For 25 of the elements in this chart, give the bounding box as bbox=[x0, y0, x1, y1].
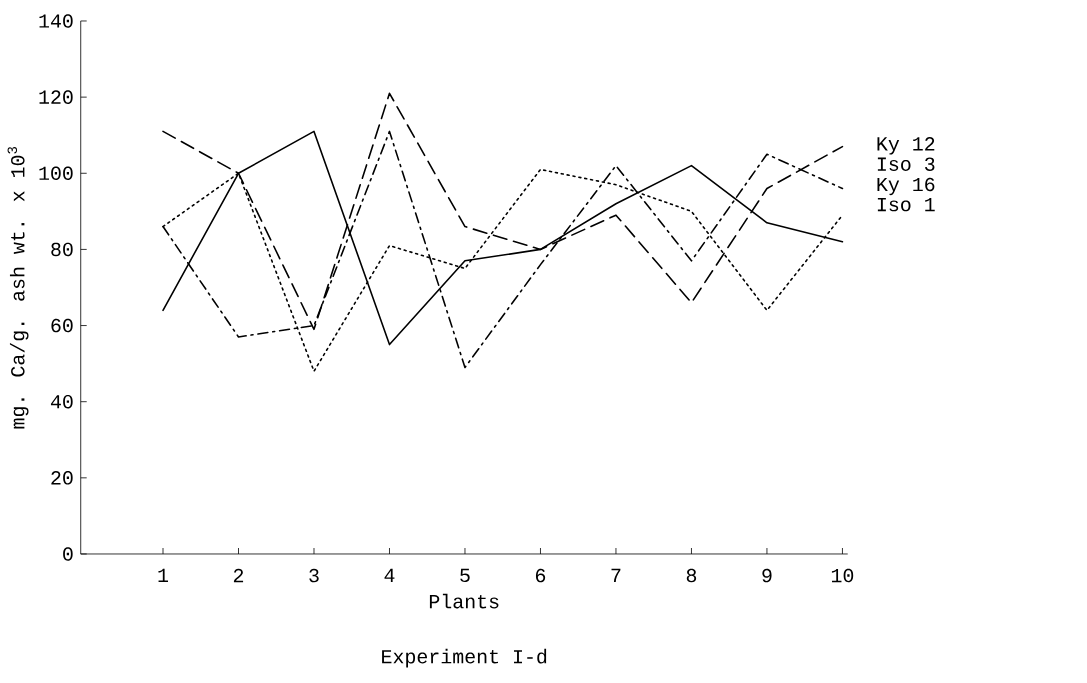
y-tick-label: 60 bbox=[51, 318, 73, 333]
x-tick-label: 9 bbox=[762, 568, 772, 583]
x-tick-label: 6 bbox=[535, 568, 546, 583]
y-tick-label: 80 bbox=[51, 242, 73, 257]
x-tick-label: 10 bbox=[831, 568, 854, 583]
x-tick-label: 1 bbox=[158, 568, 169, 582]
x-tick-label: 7 bbox=[611, 568, 621, 582]
x-tick-label: 8 bbox=[686, 568, 697, 583]
y-tick-label: 20 bbox=[51, 471, 73, 485]
text: Iso 1 bbox=[877, 198, 935, 212]
y-tick-label: 0 bbox=[63, 547, 73, 561]
text: Ky 16 bbox=[877, 177, 935, 196]
x-tick-label: 2 bbox=[233, 568, 244, 583]
y-tick-label: 140 bbox=[39, 14, 73, 28]
y-tick-label: 40 bbox=[50, 394, 73, 409]
x-axis-title: Plants bbox=[429, 593, 499, 609]
text: Experiment I-d bbox=[382, 648, 547, 668]
x-tick-label: 4 bbox=[384, 568, 395, 582]
y-tick-label: 120 bbox=[39, 90, 73, 104]
x-tick-label: 3 bbox=[309, 568, 319, 583]
x-tick-label: 5 bbox=[460, 568, 470, 583]
series-label: Ky 12 bbox=[877, 137, 935, 155]
series-label: Iso 3 bbox=[877, 157, 935, 171]
y-tick-label: 100 bbox=[39, 166, 73, 181]
y-axis-title: mg. Ca/g. ash wt. x 10$^{3}$ bbox=[7, 146, 29, 429]
